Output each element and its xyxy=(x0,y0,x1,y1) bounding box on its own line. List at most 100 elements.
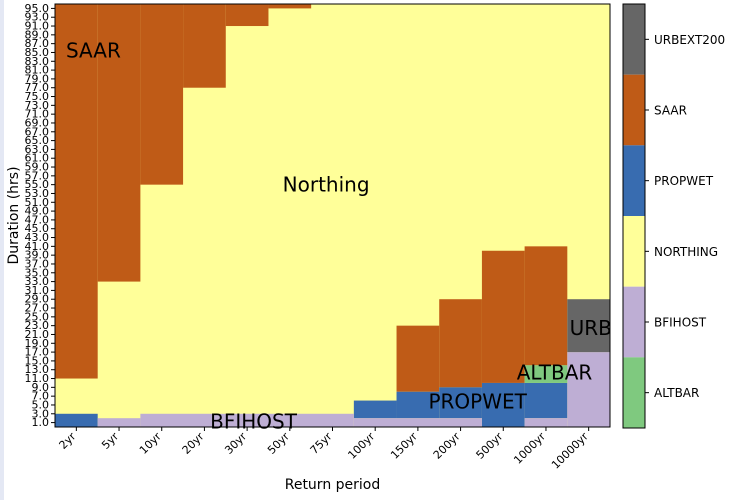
legend-swatch xyxy=(623,4,645,75)
y-tick-label: 71.0 xyxy=(25,108,50,121)
y-tick-label: 79.0 xyxy=(25,72,50,85)
y-tick-label: 41.0 xyxy=(25,240,50,253)
y-tick-label: 35.0 xyxy=(25,266,50,279)
window-edge xyxy=(0,0,4,500)
legend-label: SAAR xyxy=(654,104,687,118)
y-tick-label: 75.0 xyxy=(25,90,50,103)
region-altbar xyxy=(524,365,568,383)
y-tick-label: 61.0 xyxy=(25,152,50,165)
annotation-label: BFIHOST xyxy=(210,409,298,433)
region-saar xyxy=(183,4,226,88)
annotation-label: URB xyxy=(570,316,612,340)
y-tick-label: 51.0 xyxy=(25,196,50,209)
y-tick-label: 59.0 xyxy=(25,161,50,174)
region-propwet xyxy=(396,391,440,419)
region-propwet xyxy=(353,400,397,419)
y-tick-label: 21.0 xyxy=(25,328,50,341)
y-tick-label: 37.0 xyxy=(25,257,50,270)
x-tick-label: 20yr xyxy=(180,430,207,457)
legend-swatch xyxy=(623,216,645,287)
legend-swatch xyxy=(623,145,645,216)
annotation-label: Northing xyxy=(283,173,370,197)
region-saar xyxy=(439,299,482,388)
y-tick-label: 9.0 xyxy=(32,381,50,394)
x-tick-label: 75yr xyxy=(308,430,335,457)
y-tick-label: 81.0 xyxy=(25,64,50,77)
y-tick-label: 11.0 xyxy=(25,372,50,385)
x-tick-label: 10yr xyxy=(137,430,164,457)
region-propwet xyxy=(524,382,568,419)
legend-label: NORTHING xyxy=(654,245,718,259)
legend-label: ALTBAR xyxy=(654,386,699,400)
y-tick-label: 77.0 xyxy=(25,81,50,94)
y-tick-label: 33.0 xyxy=(25,275,50,288)
region-propwet xyxy=(55,413,98,427)
y-tick-label: 89.0 xyxy=(25,28,50,41)
y-tick-label: 31.0 xyxy=(25,284,50,297)
x-tick-label: 500yr xyxy=(474,430,506,462)
y-tick-label: 93.0 xyxy=(25,11,50,24)
legend-label: PROPWET xyxy=(654,174,714,188)
legend-label: URBEXT200 xyxy=(654,33,725,47)
region-bfihost xyxy=(353,418,482,427)
legend-label: BFIHOST xyxy=(654,316,707,330)
y-tick-label: 13.0 xyxy=(25,363,50,376)
y-tick-label: 57.0 xyxy=(25,169,50,182)
x-tick-label: 10000yr xyxy=(549,430,591,472)
y-tick-label: 53.0 xyxy=(25,187,50,200)
region-saar xyxy=(481,250,525,383)
y-tick-label: 19.0 xyxy=(25,337,50,350)
region-urbext200 xyxy=(567,299,610,353)
y-tick-label: 63.0 xyxy=(25,143,50,156)
x-tick-label: 5yr xyxy=(99,430,121,452)
region-bfihost xyxy=(140,413,354,427)
x-tick-label: 100yr xyxy=(345,430,377,462)
y-tick-label: 7.0 xyxy=(32,390,50,403)
y-tick-label: 85.0 xyxy=(25,46,50,59)
y-tick-label: 47.0 xyxy=(25,213,50,226)
x-tick-label: 200yr xyxy=(431,430,463,462)
y-tick-label: 95.0 xyxy=(25,2,50,15)
annotation-label: SAAR xyxy=(66,38,121,62)
y-tick-label: 91.0 xyxy=(25,20,50,33)
region-saar xyxy=(524,246,568,366)
y-tick-label: 3.0 xyxy=(32,407,50,420)
region-saar xyxy=(268,4,312,9)
y-tick-label: 15.0 xyxy=(25,354,50,367)
region-bfihost xyxy=(567,352,610,427)
legend-swatch xyxy=(623,74,645,146)
x-tick-label: 30yr xyxy=(222,430,249,457)
y-tick-label: 23.0 xyxy=(25,319,50,332)
y-tick-label: 73.0 xyxy=(25,99,50,112)
legend-frame xyxy=(622,3,646,429)
y-tick-label: 25.0 xyxy=(25,310,50,323)
annotation-label: ALTBAR xyxy=(517,360,593,384)
y-tick-label: 5.0 xyxy=(32,398,50,411)
y-tick-label: 83.0 xyxy=(25,55,50,68)
y-tick-label: 65.0 xyxy=(25,134,50,147)
region-propwet xyxy=(481,382,525,427)
region-saar xyxy=(225,4,269,27)
legend-swatch xyxy=(623,357,645,428)
x-tick-label: 150yr xyxy=(388,430,420,462)
region-saar xyxy=(140,4,184,185)
y-tick-label: 29.0 xyxy=(25,293,50,306)
legend-swatch xyxy=(623,286,645,358)
y-tick-label: 17.0 xyxy=(25,346,50,359)
y-tick-label: 67.0 xyxy=(25,125,50,138)
region-saar xyxy=(55,4,98,379)
y-tick-label: 45.0 xyxy=(25,222,50,235)
y-tick-label: 39.0 xyxy=(25,249,50,262)
x-tick-label: 50yr xyxy=(265,430,292,457)
y-tick-label: 1.0 xyxy=(32,416,50,429)
y-tick-label: 43.0 xyxy=(25,231,50,244)
y-axis-label: Duration (hrs) xyxy=(6,166,22,264)
y-tick-label: 69.0 xyxy=(25,116,50,129)
annotation-label: PROPWET xyxy=(428,389,527,413)
x-tick-label: 1000yr xyxy=(511,430,548,467)
region-bfihost xyxy=(97,418,141,427)
x-tick-label: 2yr xyxy=(57,430,79,452)
y-tick-label: 87.0 xyxy=(25,37,50,50)
region-propwet xyxy=(439,387,482,419)
